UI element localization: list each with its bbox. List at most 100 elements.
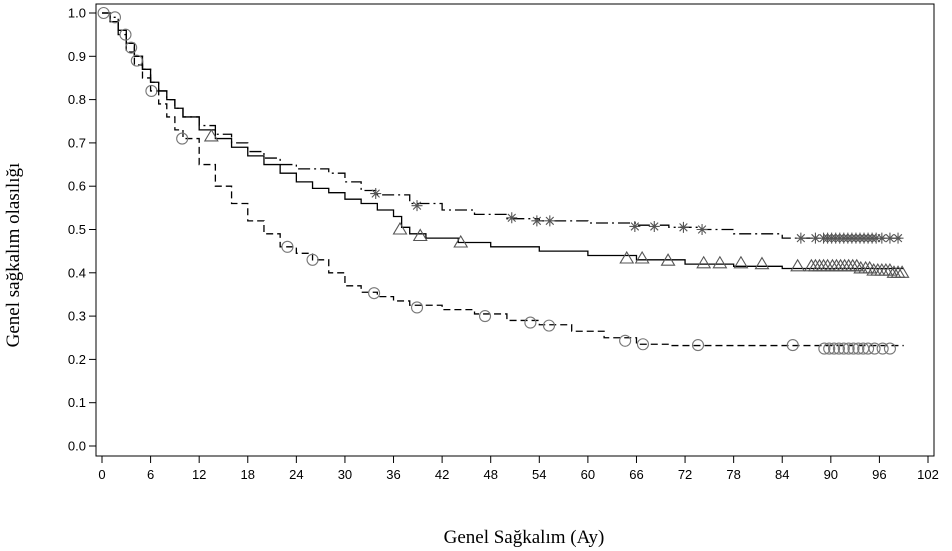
y-tick-label-10: 1.0 (68, 6, 86, 21)
censor-marker-circle-10 (368, 287, 381, 300)
censor-marker-asterisk-3 (506, 212, 518, 224)
censor-marker-triangle-6 (634, 250, 650, 264)
censor-marker-circle-2 (108, 11, 122, 24)
censor-marker-asterisk-27 (884, 232, 896, 244)
x-tick-label-6: 36 (386, 467, 400, 482)
censor-marker-circle-16 (636, 338, 649, 351)
censor-marker-circle-24 (842, 342, 855, 355)
x-tick-label-13: 78 (726, 467, 740, 482)
censor-marker-circle-11 (410, 301, 424, 314)
x-tick-label-14: 84 (775, 467, 789, 482)
y-axis-title: Genel sağkalım olasılığı (3, 163, 24, 348)
censor-marker-triangle-3 (412, 228, 428, 242)
x-tick-label-8: 48 (483, 467, 497, 482)
censor-marker-circle-12 (478, 310, 492, 323)
x-tick-label-9: 54 (532, 467, 546, 482)
x-tick-label-10: 60 (581, 467, 595, 482)
censor-marker-circle-5 (130, 54, 143, 67)
censor-marker-asterisk-1 (370, 188, 382, 200)
x-tick-label-5: 30 (338, 467, 352, 482)
censor-marker-asterisk-4 (531, 215, 543, 227)
censor-marker-asterisk-5 (544, 215, 556, 227)
x-tick-label-1: 6 (147, 467, 154, 482)
censor-marker-circle-13 (524, 316, 537, 329)
censor-marker-asterisk-7 (648, 220, 660, 232)
y-tick-label-0: 0.0 (68, 439, 86, 454)
censor-marker-triangle-8 (696, 255, 712, 269)
censor-marker-circle-6 (145, 84, 158, 97)
censor-marker-circle-1 (97, 6, 110, 20)
censor-marker-circle-9 (306, 253, 319, 266)
series-line-3-circle (102, 12, 904, 347)
censor-marker-asterisk-8 (677, 221, 689, 233)
x-tick-label-3: 18 (241, 467, 255, 482)
censor-marker-triangle-11 (754, 256, 770, 270)
censor-marker-circle-28 (862, 342, 875, 355)
x-axis-title: Genel Sağkalım (Ay) (444, 527, 605, 548)
censor-marker-asterisk-2 (411, 200, 423, 212)
x-tick-label-7: 42 (435, 467, 449, 482)
y-tick-label-7: 0.7 (68, 135, 86, 150)
censor-marker-triangle-4 (453, 234, 469, 248)
censor-marker-triangle-9 (712, 255, 728, 269)
censor-marker-circle-4 (125, 41, 138, 54)
censor-marker-asterisk-6 (629, 220, 641, 232)
x-tick-label-11: 66 (629, 467, 643, 482)
y-tick-label-2: 0.2 (68, 352, 86, 367)
censor-marker-circle-8 (281, 240, 294, 253)
censor-marker-asterisk-25 (870, 232, 882, 244)
censor-marker-circle-23 (837, 342, 850, 355)
censor-marker-circle-15 (619, 334, 632, 347)
series-line-2-asterisk (102, 12, 904, 239)
censor-marker-triangle-1 (203, 128, 219, 142)
y-tick-label-4: 0.4 (68, 265, 86, 280)
x-axis: 0 6 12 18 24 30 36 42 48 54 60 66 72 78 84 90 96 102 (98, 456, 939, 482)
censor-marker-triangle-32 (882, 263, 898, 276)
censor-marker-triangle-5 (619, 250, 635, 264)
censor-marker-circle-30 (876, 342, 889, 355)
censor-marker-triangle-24 (849, 258, 865, 272)
x-tick-label-12: 72 (678, 467, 692, 482)
series-layer (102, 12, 904, 347)
censor-marker-circle-31 (883, 342, 896, 355)
censor-marker-triangle-27 (862, 260, 878, 274)
y-tick-label-8: 0.8 (68, 92, 86, 107)
censor-marker-circle-14 (542, 319, 556, 332)
censor-marker-circle-26 (852, 342, 865, 355)
x-tick-label-4: 24 (289, 467, 303, 482)
y-tick-label-3: 0.3 (68, 309, 86, 324)
censor-marker-circle-21 (828, 342, 841, 355)
censor-marker-triangle-7 (660, 253, 676, 266)
y-tick-label-5: 0.5 (68, 222, 86, 237)
x-tick-label-15: 90 (824, 467, 838, 482)
censor-marker-circle-7 (176, 132, 189, 145)
censor-marker-triangle-35 (894, 265, 910, 278)
censor-marker-circle-25 (847, 342, 860, 355)
censor-marker-triangle-2 (392, 221, 408, 235)
y-tick-label-9: 0.9 (68, 49, 86, 64)
censor-marker-circle-22 (832, 342, 845, 355)
censor-marker-asterisk-28 (892, 232, 904, 244)
censor-marker-circle-19 (818, 342, 831, 355)
y-axis: 0.0 0.1 0.2 0.3 0.4 0.5 0.6 0.7 0.8 0.9 1.0 (68, 6, 96, 454)
censor-marker-circle-20 (823, 342, 836, 355)
censor-marker-asterisk-11 (809, 232, 821, 244)
censor-marker-triangle-10 (733, 255, 749, 269)
censor-marker-triangle-12 (790, 258, 806, 272)
plot-frame (95, 3, 935, 457)
x-tick-label-0: 0 (98, 467, 105, 482)
censor-marker-circle-17 (691, 339, 705, 352)
censor-marker-circle-29 (868, 342, 881, 355)
series-line-1-triangle (102, 12, 904, 270)
censor-marker-asterisk-26 (876, 232, 888, 244)
censor-marker-asterisk-10 (795, 232, 807, 244)
x-tick-label-16: 96 (872, 467, 886, 482)
censor-marker-asterisk-9 (696, 224, 708, 235)
y-tick-label-6: 0.6 (68, 179, 86, 194)
censor-marker-circle-18 (786, 339, 799, 352)
x-tick-label-2: 12 (192, 467, 206, 482)
x-tick-label-17: 102 (917, 467, 939, 482)
censor-marker-circle-3 (119, 28, 132, 41)
y-tick-label-1: 0.1 (68, 395, 86, 410)
